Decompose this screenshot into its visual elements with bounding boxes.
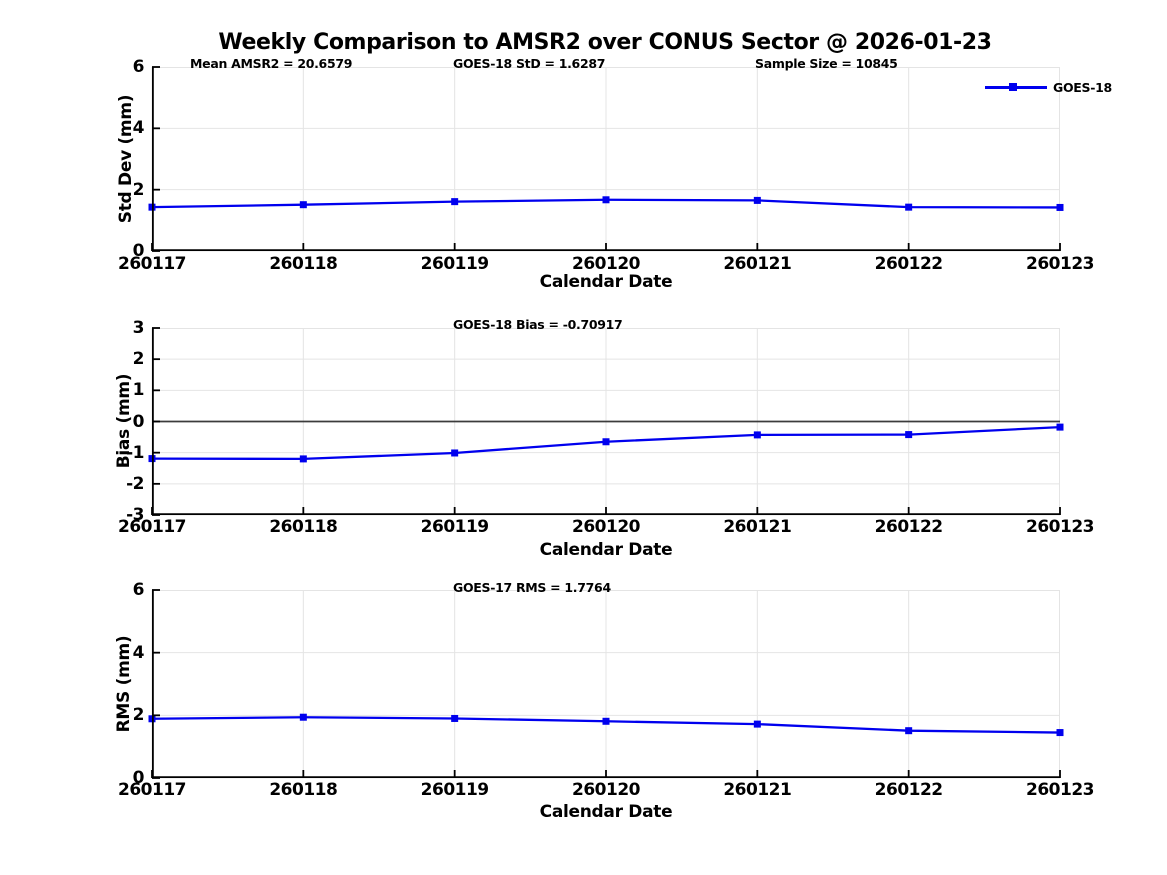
annotation-goes17-rms: GOES-17 RMS = 1.7764 [453, 580, 611, 595]
y-tick-label: 3 [132, 318, 145, 338]
y-tick-label: 4 [132, 118, 145, 139]
y-tick-label: 0 [132, 241, 145, 261]
x-tick-label: 260119 [420, 254, 489, 274]
x-tick-label: 260119 [420, 517, 489, 537]
x-tick-label: 260117 [118, 517, 186, 537]
y-tick-label: -1 [126, 442, 144, 463]
stddev-x-axis-label: Calendar Date [539, 272, 673, 292]
rms-plot-area [148, 589, 1064, 779]
x-tick-label: 260117 [118, 254, 186, 274]
y-tick-label: 0 [132, 411, 145, 432]
x-tick-label: 260123 [1026, 517, 1094, 537]
y-tick-label: 2 [132, 179, 145, 200]
y-tick-label: -2 [126, 473, 144, 494]
x-tick-label: 260122 [874, 780, 943, 800]
annotation-mean-amsr2: Mean AMSR2 = 20.6579 [190, 56, 353, 71]
x-tick-label: 260118 [269, 517, 338, 537]
x-tick-label: 260118 [269, 780, 338, 800]
annotation-sample-size: Sample Size = 10845 [755, 56, 898, 71]
annotation-goes18-bias: GOES-18 Bias = -0.70917 [453, 317, 623, 332]
figure-title: Weekly Comparison to AMSR2 over CONUS Se… [218, 30, 992, 55]
y-tick-label: -3 [126, 505, 144, 525]
x-tick-label: 260122 [874, 517, 943, 537]
x-tick-label: 260121 [723, 254, 792, 274]
bias-plot-area [148, 327, 1064, 516]
legend-square-marker-icon [1009, 83, 1017, 91]
y-tick-label: 4 [132, 642, 145, 663]
bias-x-axis-label: Calendar Date [539, 540, 673, 560]
x-tick-label: 260121 [723, 780, 792, 800]
y-tick-label: 0 [132, 768, 145, 788]
x-tick-label: 260117 [118, 780, 186, 800]
x-tick-label: 260121 [723, 517, 792, 537]
y-tick-label: 2 [132, 705, 145, 726]
legend-label-goes18: GOES-18 [1053, 80, 1112, 95]
x-tick-label: 260123 [1026, 780, 1094, 800]
rms-x-axis-label: Calendar Date [539, 802, 673, 822]
x-tick-label: 260120 [572, 780, 640, 800]
annotation-goes18-std: GOES-18 StD = 1.6287 [453, 56, 606, 71]
y-tick-label: 2 [132, 349, 145, 370]
x-tick-label: 260122 [874, 254, 943, 274]
y-tick-label: 6 [132, 57, 145, 77]
x-tick-label: 260118 [269, 254, 338, 274]
x-tick-label: 260120 [572, 254, 640, 274]
y-tick-label: 6 [132, 580, 145, 600]
x-tick-label: 260119 [420, 780, 489, 800]
x-tick-label: 260123 [1026, 254, 1094, 274]
y-tick-label: 1 [132, 380, 145, 401]
stddev-plot-area [148, 66, 1064, 252]
x-tick-label: 260120 [572, 517, 640, 537]
stddev-y-axis-label: Std Dev (mm) [116, 94, 136, 224]
